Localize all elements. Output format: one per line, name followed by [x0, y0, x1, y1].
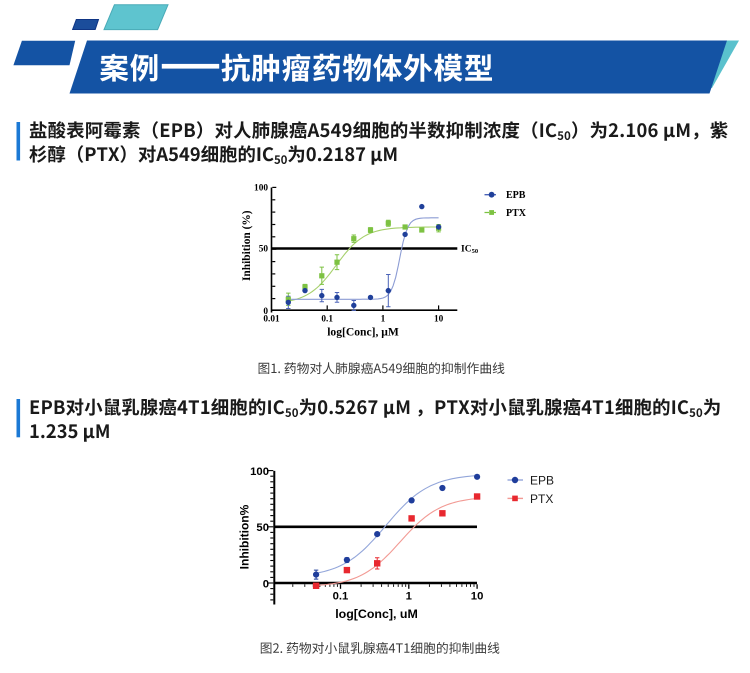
- svg-text:1: 1: [406, 591, 412, 603]
- svg-text:100: 100: [250, 466, 269, 478]
- svg-text:0.01: 0.01: [263, 315, 280, 325]
- svg-text:Inhibition%: Inhibition%: [238, 504, 252, 569]
- svg-text:IC50: IC50: [461, 245, 478, 256]
- svg-text:10: 10: [434, 315, 444, 325]
- svg-text:100: 100: [254, 184, 268, 194]
- svg-text:1: 1: [381, 315, 386, 325]
- svg-text:Inhibition (%): Inhibition (%): [241, 210, 253, 281]
- svg-text:log[Conc], uM: log[Conc], uM: [335, 607, 418, 621]
- svg-text:10: 10: [471, 591, 484, 603]
- svg-text:0.1: 0.1: [321, 315, 333, 325]
- svg-text:0.1: 0.1: [333, 591, 349, 603]
- svg-text:PTX: PTX: [530, 492, 553, 506]
- svg-text:0: 0: [263, 578, 269, 590]
- svg-text:PTX: PTX: [506, 208, 527, 219]
- svg-text:log[Conc], μM: log[Conc], μM: [327, 325, 399, 338]
- svg-text:50: 50: [256, 522, 269, 534]
- svg-text:EPB: EPB: [530, 474, 554, 488]
- svg-text:50: 50: [259, 245, 269, 255]
- svg-text:0: 0: [263, 307, 268, 317]
- svg-text:EPB: EPB: [506, 190, 526, 201]
